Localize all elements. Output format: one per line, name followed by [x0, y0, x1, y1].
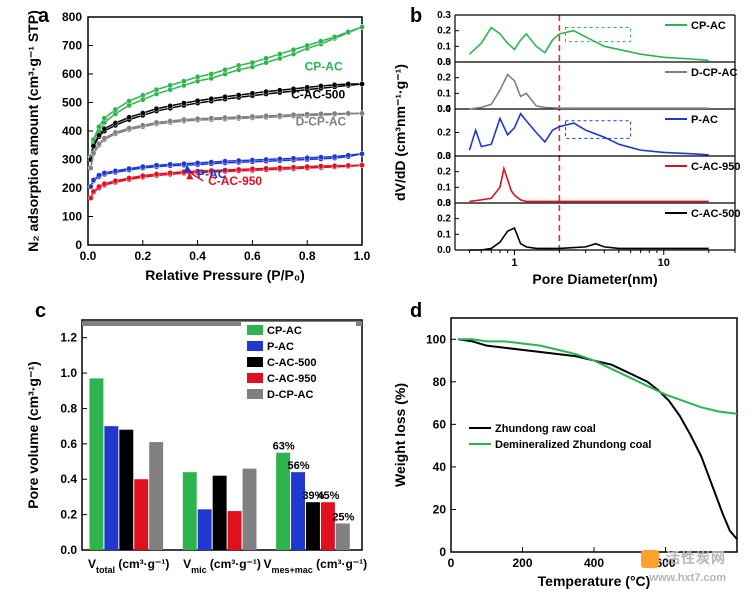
svg-text:0.2: 0.2 — [134, 249, 151, 263]
svg-text:0.2: 0.2 — [437, 73, 451, 84]
svg-text:600: 600 — [62, 67, 82, 81]
svg-text:D-CP-AC: D-CP-AC — [296, 114, 347, 128]
svg-text:80: 80 — [433, 375, 447, 389]
svg-text:45%: 45% — [317, 490, 339, 502]
svg-text:Temperature (°C): Temperature (°C) — [538, 573, 651, 589]
svg-text:0: 0 — [75, 238, 82, 252]
svg-text:1: 1 — [511, 257, 517, 269]
svg-text:Pore volume (cm³·g⁻¹): Pore volume (cm³·g⁻¹) — [25, 361, 41, 508]
svg-text:25%: 25% — [332, 511, 354, 523]
svg-text:Weight loss (%): Weight loss (%) — [392, 383, 408, 487]
watermark-icon — [641, 550, 659, 568]
svg-text:0.1: 0.1 — [437, 88, 451, 99]
panel-d-label: d — [410, 300, 422, 323]
svg-text:0.3: 0.3 — [437, 198, 451, 209]
svg-text:400: 400 — [62, 124, 82, 138]
svg-text:P-AC: P-AC — [267, 341, 294, 353]
svg-text:40: 40 — [433, 460, 447, 474]
panel-c-label: c — [35, 300, 46, 323]
svg-text:Vmes+mac (cm³·g⁻¹): Vmes+mac (cm³·g⁻¹) — [264, 557, 368, 575]
svg-text:0.2: 0.2 — [437, 214, 451, 225]
panel-b: b 0.00.10.20.3CP-AC0.00.10.20.3D-CP-AC0.… — [385, 5, 745, 290]
svg-text:100: 100 — [426, 332, 446, 346]
svg-text:Demineralized Zhundong coal: Demineralized Zhundong coal — [495, 439, 651, 451]
svg-text:Pore Diameter(nm): Pore Diameter(nm) — [532, 271, 657, 287]
svg-text:N₂ adsorption amount (cm³·g⁻¹: N₂ adsorption amount (cm³·g⁻¹ STP) — [25, 10, 41, 252]
panel-d: d 0200400600020406080100Temperature (°C)… — [385, 300, 745, 590]
svg-text:10: 10 — [658, 257, 670, 269]
svg-text:0.1: 0.1 — [437, 182, 451, 193]
svg-text:0.4: 0.4 — [437, 104, 451, 115]
svg-text:500: 500 — [62, 96, 82, 110]
svg-text:0.0: 0.0 — [60, 543, 77, 557]
svg-text:1.0: 1.0 — [354, 249, 370, 263]
panel-b-label: b — [410, 5, 422, 28]
svg-text:0.3: 0.3 — [437, 57, 451, 68]
panel-a: a 0.0 0.2 0.4 0.6 0.8 1.0 0 100 200 300 400 500 600 7… — [20, 5, 370, 290]
svg-text:0.0: 0.0 — [437, 245, 451, 256]
svg-text:100: 100 — [62, 210, 82, 224]
svg-text:1.2: 1.2 — [60, 331, 77, 345]
svg-text:Zhundong raw coal: Zhundong raw coal — [495, 423, 596, 435]
svg-text:56%: 56% — [288, 460, 310, 472]
svg-text:0: 0 — [439, 545, 446, 559]
svg-text:Vmic (cm³·g⁻¹): Vmic (cm³·g⁻¹) — [183, 557, 261, 575]
svg-text:0.8: 0.8 — [60, 401, 77, 415]
svg-text:0.4: 0.4 — [189, 249, 206, 263]
svg-text:0.3: 0.3 — [437, 10, 451, 21]
svg-text:63%: 63% — [273, 441, 295, 453]
svg-text:0.0: 0.0 — [80, 249, 97, 263]
svg-text:C-AC-500: C-AC-500 — [267, 357, 317, 369]
svg-text:C-AC-500: C-AC-500 — [691, 208, 741, 220]
svg-text:0.1: 0.1 — [437, 41, 451, 52]
svg-text:C-AC-950: C-AC-950 — [208, 174, 262, 188]
svg-text:C-AC-950: C-AC-950 — [267, 373, 317, 385]
watermark: 活性炭网 www.hxt7.com — [641, 548, 726, 584]
svg-text:0.2: 0.2 — [437, 128, 451, 139]
svg-text:0.3: 0.3 — [437, 151, 451, 162]
svg-text:400: 400 — [584, 556, 604, 570]
svg-text:0.6: 0.6 — [60, 437, 77, 451]
svg-text:D-CP-AC: D-CP-AC — [691, 67, 737, 79]
watermark-url: www.hxt7.com — [649, 572, 726, 584]
svg-text:0.2: 0.2 — [437, 26, 451, 37]
panel-c-svg: 0.0 0.2 0.4 0.6 0.8 1.0 1.2 Vtotal (cm³·g⁻¹) Vmi… — [20, 300, 370, 590]
svg-text:CP-AC: CP-AC — [267, 325, 302, 337]
svg-text:20: 20 — [433, 502, 447, 516]
svg-text:0.4: 0.4 — [60, 472, 77, 486]
svg-text:CP-AC: CP-AC — [691, 20, 726, 32]
panel-a-label: a — [38, 5, 49, 28]
svg-text:P-AC: P-AC — [691, 114, 718, 126]
svg-text:dV/dD (cm³nm⁻¹·g⁻¹): dV/dD (cm³nm⁻¹·g⁻¹) — [392, 64, 408, 201]
svg-text:60: 60 — [433, 417, 447, 431]
svg-text:D-CP-AC: D-CP-AC — [267, 389, 313, 401]
panel-b-svg: 0.00.10.20.3CP-AC0.00.10.20.3D-CP-AC0.00… — [385, 5, 745, 290]
svg-text:0.1: 0.1 — [437, 229, 451, 240]
svg-text:CP-AC: CP-AC — [305, 60, 343, 74]
svg-text:Relative Pressure (P/P₀): Relative Pressure (P/P₀) — [145, 267, 305, 283]
svg-text:0.8: 0.8 — [299, 249, 316, 263]
panel-c: c 0.0 0.2 0.4 0.6 0.8 1.0 1.2 Vtotal (cm³·g⁻¹) V… — [20, 300, 370, 590]
svg-text:200: 200 — [512, 556, 532, 570]
svg-text:C-AC-950: C-AC-950 — [691, 161, 741, 173]
svg-text:1.0: 1.0 — [60, 366, 77, 380]
svg-text:300: 300 — [62, 153, 82, 167]
svg-text:800: 800 — [62, 10, 82, 24]
watermark-logo-text: 活性炭网 — [666, 550, 726, 566]
svg-text:0.6: 0.6 — [244, 249, 261, 263]
svg-text:200: 200 — [62, 181, 82, 195]
svg-text:700: 700 — [62, 39, 82, 53]
svg-text:0: 0 — [448, 556, 455, 570]
svg-text:0.2: 0.2 — [437, 167, 451, 178]
svg-text:C-AC-500: C-AC-500 — [291, 88, 345, 102]
figure-root: a 0.00.20.40.60.81.001002003004005006007… — [0, 0, 756, 602]
svg-text:0.2: 0.2 — [60, 508, 77, 522]
panel-a-svg: 0.0 0.2 0.4 0.6 0.8 1.0 0 100 200 300 400 500 600 700… — [20, 5, 370, 290]
panel-d-svg: 0200400600020406080100Temperature (°C)We… — [385, 300, 745, 590]
svg-text:Vtotal (cm³·g⁻¹): Vtotal (cm³·g⁻¹) — [88, 557, 169, 575]
